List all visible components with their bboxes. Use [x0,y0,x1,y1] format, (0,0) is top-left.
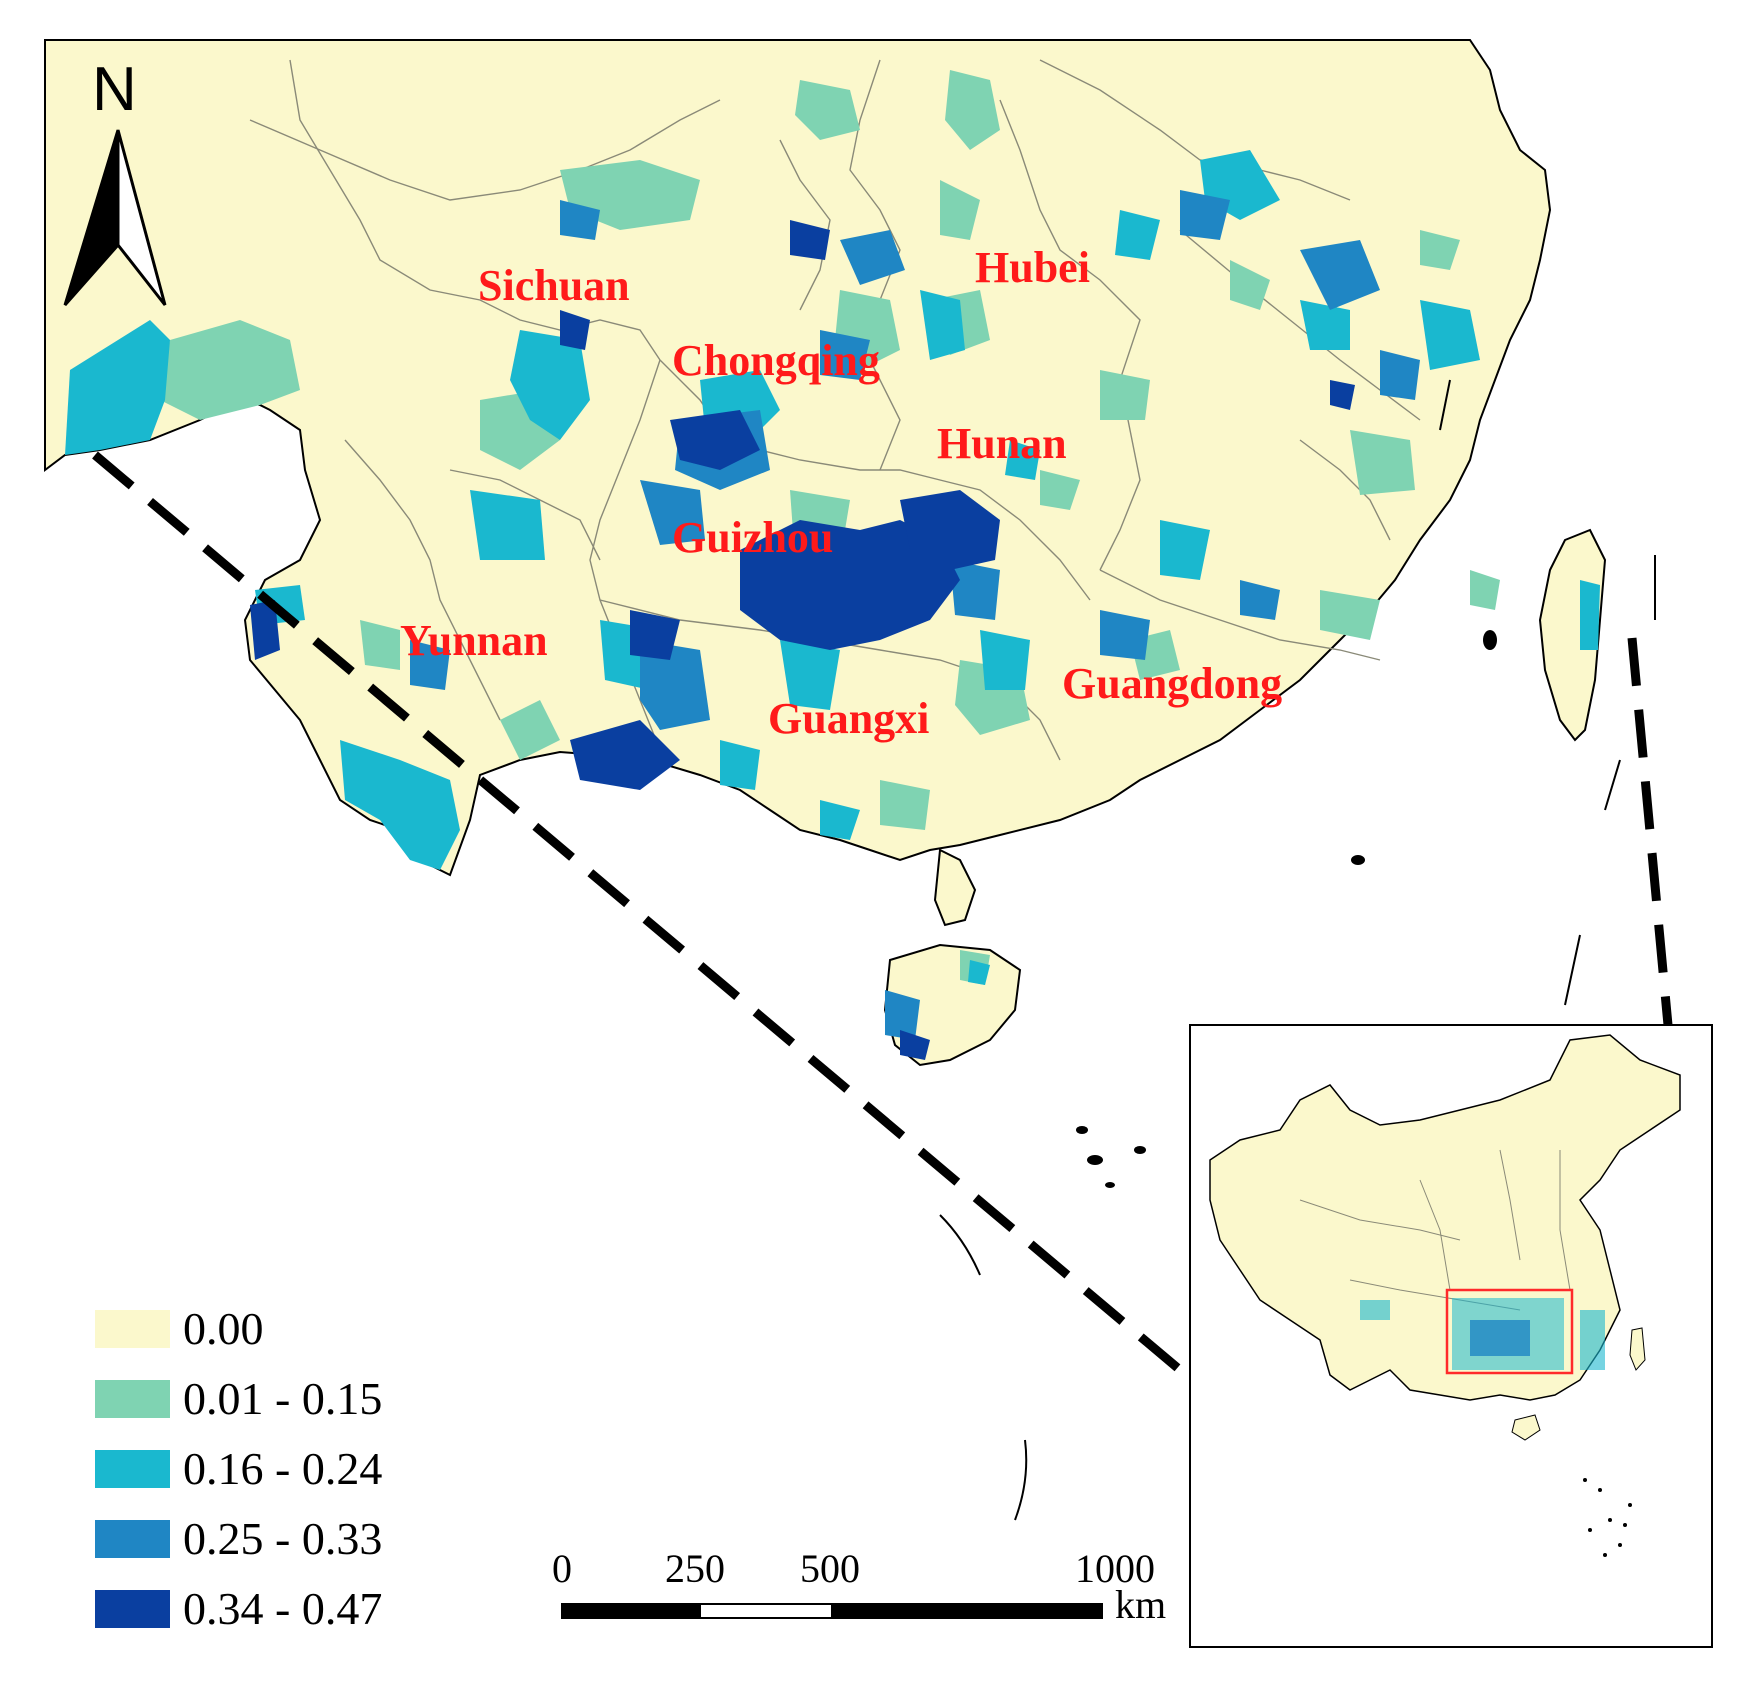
province-label-sichuan: Sichuan [478,261,630,310]
legend-label-0: 0.00 [183,1303,264,1354]
province-label-guizhou: Guizhou [672,513,833,562]
legend-item: 0.16 - 0.24 [95,1443,382,1494]
scale-segment [561,1603,701,1619]
legend-item: 0.34 - 0.47 [95,1583,382,1634]
legend-swatch-0 [95,1310,170,1348]
islands-lines [939,379,1656,1521]
legend-item: 0.25 - 0.33 [95,1513,382,1564]
legend-label-2: 0.16 - 0.24 [183,1443,382,1494]
inset-connector-lines [92,451,1673,1374]
north-label: N [92,55,137,124]
main-map [44,39,1656,1521]
legend-swatch-3 [95,1520,170,1558]
legend: 0.00 0.01 - 0.15 0.16 - 0.24 0.25 - 0.33… [95,1303,382,1634]
choropleth-units [65,70,1600,1060]
inset-south-sea-islands [1583,1478,1632,1557]
legend-swatch-4 [95,1590,170,1628]
scale-segment [831,1603,1103,1619]
legend-item: 0.01 - 0.15 [95,1373,382,1424]
scale-segment [699,1603,833,1619]
inset-map [1189,1024,1713,1648]
scale-tick-250: 250 [665,1546,725,1591]
inset-study-area-box [1445,1288,1574,1375]
legend-item: 0.00 [95,1303,264,1354]
legend-label-3: 0.25 - 0.33 [183,1513,382,1564]
inset-boundaries [1299,1149,1571,1311]
north-arrow: N [63,55,167,306]
small-islands [1076,630,1497,1188]
inset-hainan [1511,1414,1541,1441]
scale-unit: km [1115,1582,1166,1627]
province-label-yunnan: Yunnan [400,616,548,665]
legend-label-4: 0.34 - 0.47 [183,1583,382,1634]
province-label-guangdong: Guangdong [1062,659,1282,708]
inset-choropleth [1360,1298,1605,1370]
scale-tick-0: 0 [552,1546,572,1591]
north-arrow-icon [63,129,167,306]
province-label-hunan: Hunan [937,419,1067,468]
scale-tick-1000: 1000 [1075,1546,1155,1591]
leizhou-peninsula [933,848,977,927]
legend-label-1: 0.01 - 0.15 [183,1373,382,1424]
province-label-chongqing: Chongqing [672,336,880,385]
legend-swatch-1 [95,1380,170,1418]
province-label-guangxi: Guangxi [768,694,929,743]
scale-tick-500: 500 [800,1546,860,1591]
legend-swatch-2 [95,1450,170,1488]
inset-taiwan [1629,1327,1646,1371]
province-label-hubei: Hubei [975,243,1090,292]
scale-bar: 0 250 500 1000 km [552,1546,1166,1627]
province-labels: Sichuan Hubei Chongqing Hunan Guizhou Yu… [400,243,1282,743]
